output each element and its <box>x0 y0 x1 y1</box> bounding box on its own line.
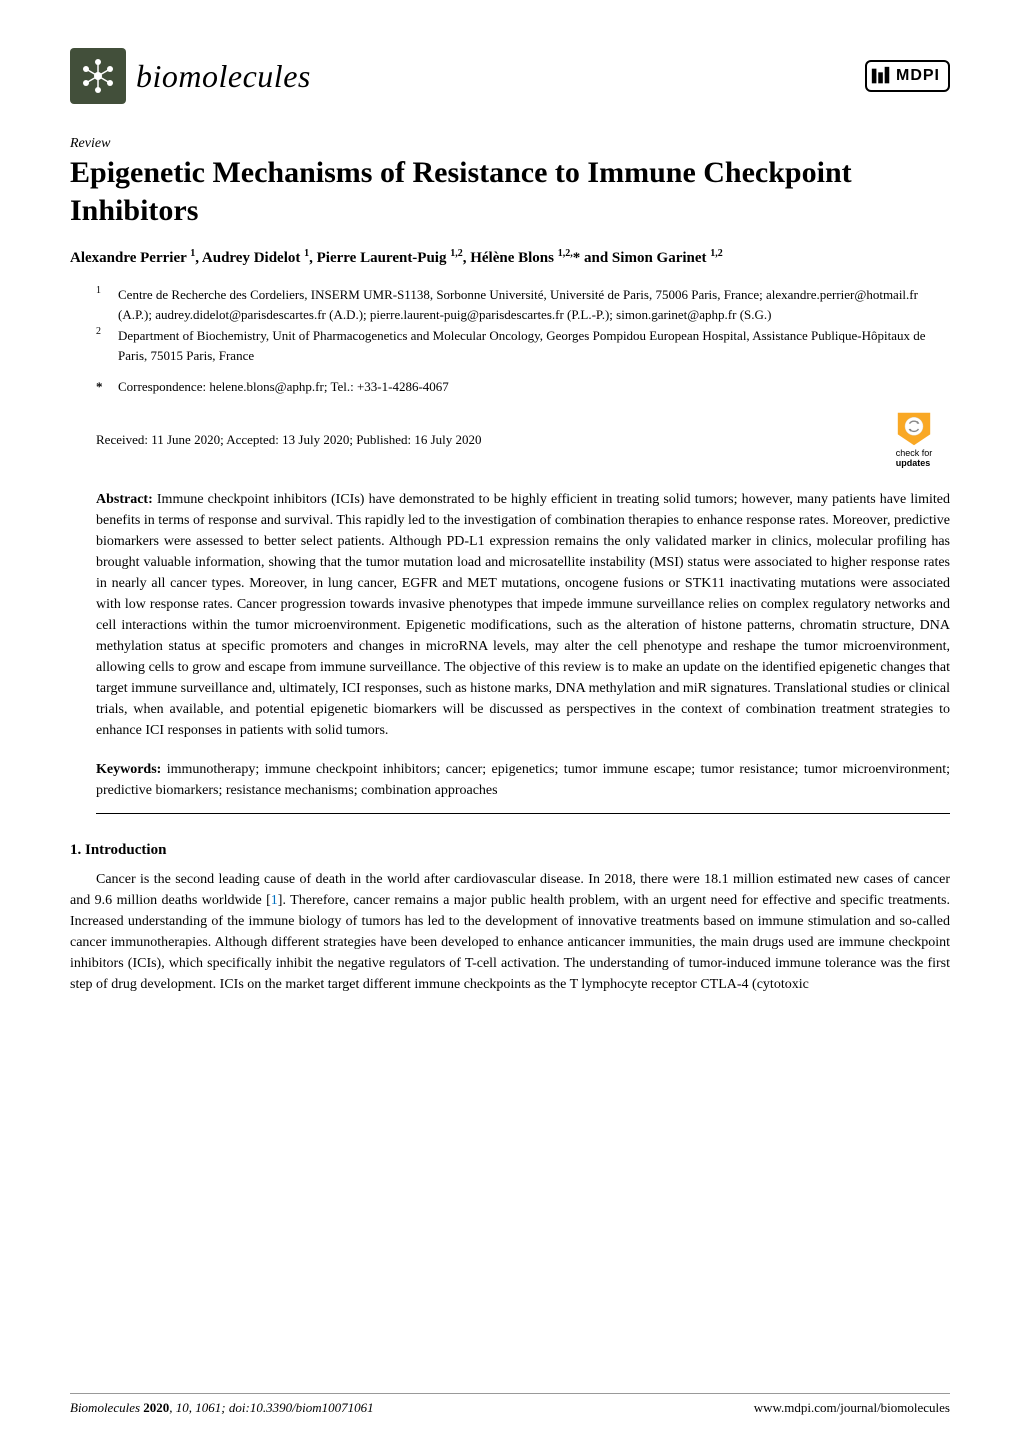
affiliation-text: Department of Biochemistry, Unit of Phar… <box>118 326 950 365</box>
journal-name: biomolecules <box>136 58 311 95</box>
affiliations: 1 Centre de Recherche des Cordeliers, IN… <box>70 285 950 365</box>
author-5-sup: 1,2 <box>710 248 723 259</box>
footer: Biomolecules 2020, 10, 1061; doi:10.3390… <box>70 1393 950 1416</box>
check-updates-badge[interactable]: check for updates <box>878 411 950 469</box>
article-type: Review <box>70 136 950 152</box>
author-4: , Hélène Blons <box>463 250 558 266</box>
affiliation-number: 1 <box>96 283 118 322</box>
footer-year: 2020 <box>140 1400 169 1415</box>
abstract-label: Abstract: <box>96 492 153 507</box>
author-3-sup: 1,2 <box>450 248 463 259</box>
affiliation-item: 1 Centre de Recherche des Cordeliers, IN… <box>96 285 950 324</box>
check-updates-icon <box>896 411 932 447</box>
body-paragraph: Cancer is the second leading cause of de… <box>70 869 950 995</box>
footer-url: www.mdpi.com/journal/biomolecules <box>754 1400 950 1416</box>
author-2: , Audrey Didelot <box>195 250 304 266</box>
journal-brand: biomolecules <box>70 48 311 104</box>
article-title: Epigenetic Mechanisms of Resistance to I… <box>70 154 950 229</box>
keywords: Keywords: immunotherapy; immune checkpoi… <box>70 759 950 801</box>
author-3: , Pierre Laurent-Puig <box>309 250 450 266</box>
affiliation-item: 2 Department of Biochemistry, Unit of Ph… <box>96 326 950 365</box>
footer-rest: , 10, 1061; doi:10.3390/biom10071061 <box>169 1400 373 1415</box>
mdpi-mark-icon <box>870 65 892 87</box>
header-row: biomolecules MDPI <box>70 48 950 104</box>
section-heading: 1. Introduction <box>70 842 950 859</box>
correspondence-mark: * <box>96 379 118 395</box>
footer-citation: Biomolecules 2020, 10, 1061; doi:10.3390… <box>70 1400 374 1416</box>
abstract: Abstract: Immune checkpoint inhibitors (… <box>70 489 950 741</box>
section-divider <box>96 813 950 814</box>
correspondence-text: Correspondence: helene.blons@aphp.fr; Te… <box>118 379 449 395</box>
footer-journal: Biomolecules <box>70 1400 140 1415</box>
journal-logo-icon <box>70 48 126 104</box>
author-1: Alexandre Perrier <box>70 250 190 266</box>
correspondence: * Correspondence: helene.blons@aphp.fr; … <box>70 379 950 395</box>
authors-line: Alexandre Perrier 1, Audrey Didelot 1, P… <box>70 247 950 269</box>
author-4-sup: 1,2, <box>558 248 573 259</box>
keywords-text: immunotherapy; immune checkpoint inhibit… <box>96 762 950 798</box>
check-updates-line2: updates <box>896 458 931 468</box>
publication-dates: Received: 11 June 2020; Accepted: 13 Jul… <box>96 432 482 448</box>
reference-link[interactable]: 1 <box>271 893 278 908</box>
keywords-label: Keywords: <box>96 762 161 777</box>
publisher-logo: MDPI <box>865 60 950 92</box>
dates-row: Received: 11 June 2020; Accepted: 13 Jul… <box>70 411 950 469</box>
check-updates-label: check for updates <box>896 449 933 469</box>
author-5: * and Simon Garinet <box>573 250 711 266</box>
affiliation-number: 2 <box>96 324 118 363</box>
check-updates-line1: check for <box>896 448 933 458</box>
abstract-text: Immune checkpoint inhibitors (ICIs) have… <box>96 492 950 738</box>
affiliation-text: Centre de Recherche des Cordeliers, INSE… <box>118 285 950 324</box>
publisher-name: MDPI <box>896 67 940 85</box>
